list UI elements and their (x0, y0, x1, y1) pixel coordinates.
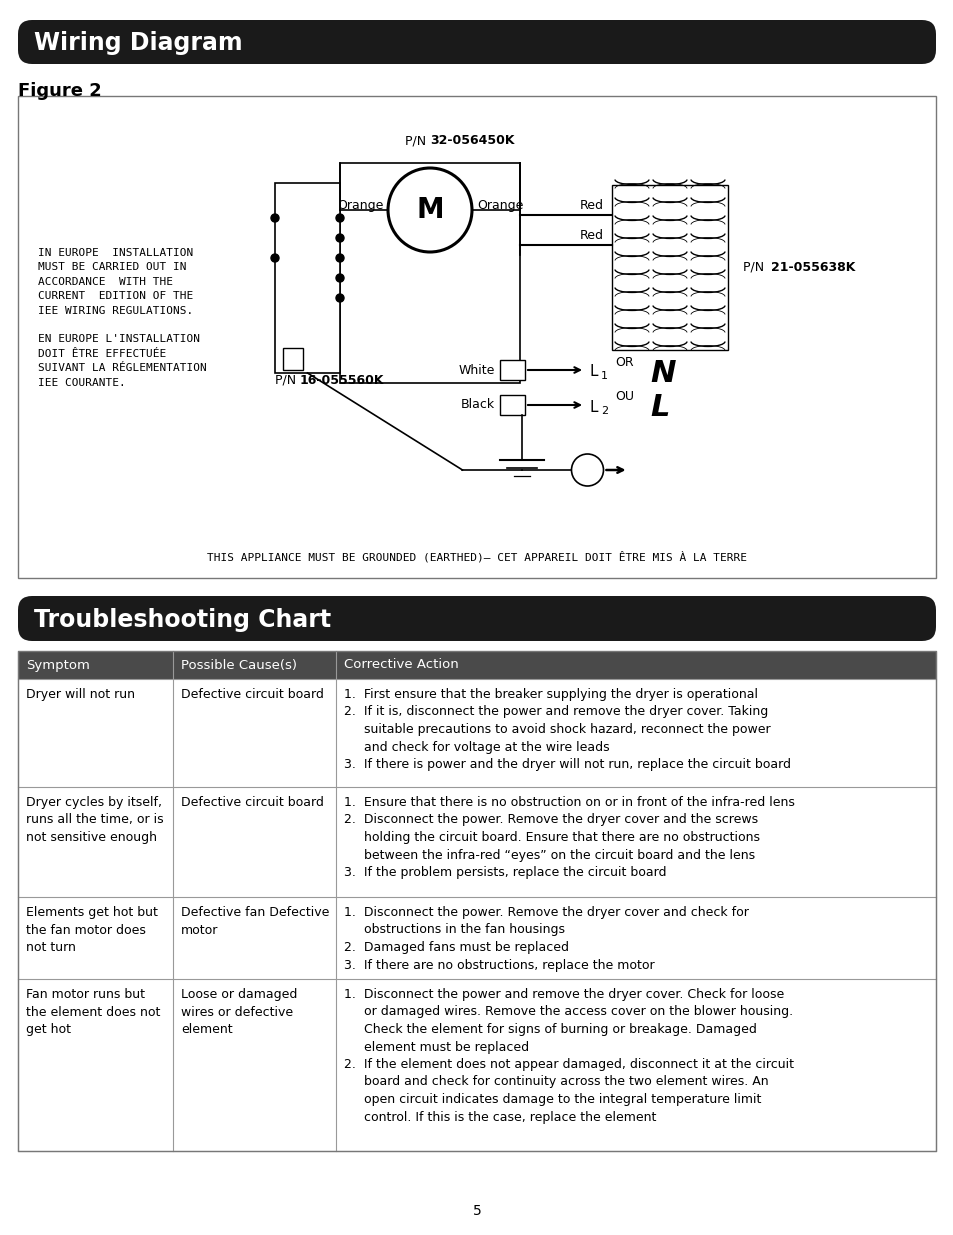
FancyBboxPatch shape (18, 20, 935, 64)
Bar (18, 897, 935, 979)
Text: 16-055560K: 16-055560K (299, 373, 384, 387)
Text: Dryer cycles by itself,
runs all the time, or is
not sensitive enough: Dryer cycles by itself, runs all the tim… (26, 797, 164, 844)
Text: Wiring Diagram: Wiring Diagram (34, 31, 242, 56)
Text: Fan motor runs but
the element does not
get hot: Fan motor runs but the element does not … (26, 988, 160, 1036)
Text: THIS APPLIANCE MUST BE GROUNDED (EARTHED)– CET APPAREIL DOIT ÊTRE MIS À LA TERRE: THIS APPLIANCE MUST BE GROUNDED (EARTHED… (207, 552, 746, 563)
Text: Red: Red (579, 199, 603, 212)
Text: Defective circuit board: Defective circuit board (181, 688, 323, 701)
Bar (274, 183, 339, 373)
Text: Elements get hot but
the fan motor does
not turn: Elements get hot but the fan motor does … (26, 906, 157, 953)
Text: P/N: P/N (404, 135, 430, 147)
Text: L: L (649, 394, 669, 422)
Text: 5: 5 (472, 1204, 481, 1218)
Text: Red: Red (579, 228, 603, 242)
Text: 21-055638K: 21-055638K (770, 261, 855, 274)
Text: Troubleshooting Chart: Troubleshooting Chart (34, 608, 331, 631)
Text: White: White (458, 363, 495, 377)
Bar (18, 787, 935, 897)
Bar (499, 359, 524, 380)
Circle shape (335, 294, 344, 303)
Bar (499, 395, 524, 415)
Bar (18, 651, 935, 1151)
Text: Loose or damaged
wires or defective
element: Loose or damaged wires or defective elem… (181, 988, 297, 1036)
Text: 1.  First ensure that the breaker supplying the dryer is operational
2.  If it i: 1. First ensure that the breaker supplyi… (344, 688, 790, 771)
Text: Orange: Orange (336, 199, 383, 211)
FancyBboxPatch shape (18, 597, 935, 641)
Bar (339, 163, 519, 383)
Text: 1.  Ensure that there is no obstruction on or in front of the infra-red lens
2. : 1. Ensure that there is no obstruction o… (344, 797, 794, 879)
Text: 1: 1 (600, 370, 607, 382)
Text: P/N: P/N (274, 373, 299, 387)
Circle shape (335, 233, 344, 242)
Text: Defective fan Defective
motor: Defective fan Defective motor (181, 906, 329, 936)
Circle shape (335, 254, 344, 262)
Circle shape (271, 254, 278, 262)
Text: M: M (416, 196, 443, 224)
Bar (18, 979, 935, 1151)
Text: P/N: P/N (742, 261, 767, 274)
Text: Corrective Action: Corrective Action (344, 658, 458, 672)
Text: L: L (589, 399, 598, 415)
Text: OU: OU (615, 390, 634, 403)
Text: L: L (589, 364, 598, 379)
Text: Figure 2: Figure 2 (18, 82, 102, 100)
Bar (283, 348, 303, 370)
Text: 1.  Disconnect the power. Remove the dryer cover and check for
     obstructions: 1. Disconnect the power. Remove the drye… (344, 906, 748, 972)
Text: 2: 2 (600, 406, 607, 416)
Text: Black: Black (460, 399, 495, 411)
Circle shape (271, 214, 278, 222)
Text: Dryer will not run: Dryer will not run (26, 688, 135, 701)
Text: OR: OR (615, 356, 633, 369)
Bar (612, 185, 727, 350)
Circle shape (335, 274, 344, 282)
Bar (18, 679, 935, 787)
Circle shape (335, 214, 344, 222)
Text: 1.  Disconnect the power and remove the dryer cover. Check for loose
     or dam: 1. Disconnect the power and remove the d… (344, 988, 793, 1124)
Text: Defective circuit board: Defective circuit board (181, 797, 323, 809)
Text: 32-056450K: 32-056450K (430, 135, 514, 147)
Text: Possible Cause(s): Possible Cause(s) (181, 658, 296, 672)
Text: Orange: Orange (476, 199, 522, 211)
Text: N: N (649, 358, 675, 388)
Text: Symptom: Symptom (26, 658, 90, 672)
Bar (18, 651, 935, 679)
Text: IN EUROPE  INSTALLATION
MUST BE CARRIED OUT IN
ACCORDANCE  WITH THE
CURRENT  EDI: IN EUROPE INSTALLATION MUST BE CARRIED O… (38, 248, 207, 388)
Bar (18, 96, 935, 578)
